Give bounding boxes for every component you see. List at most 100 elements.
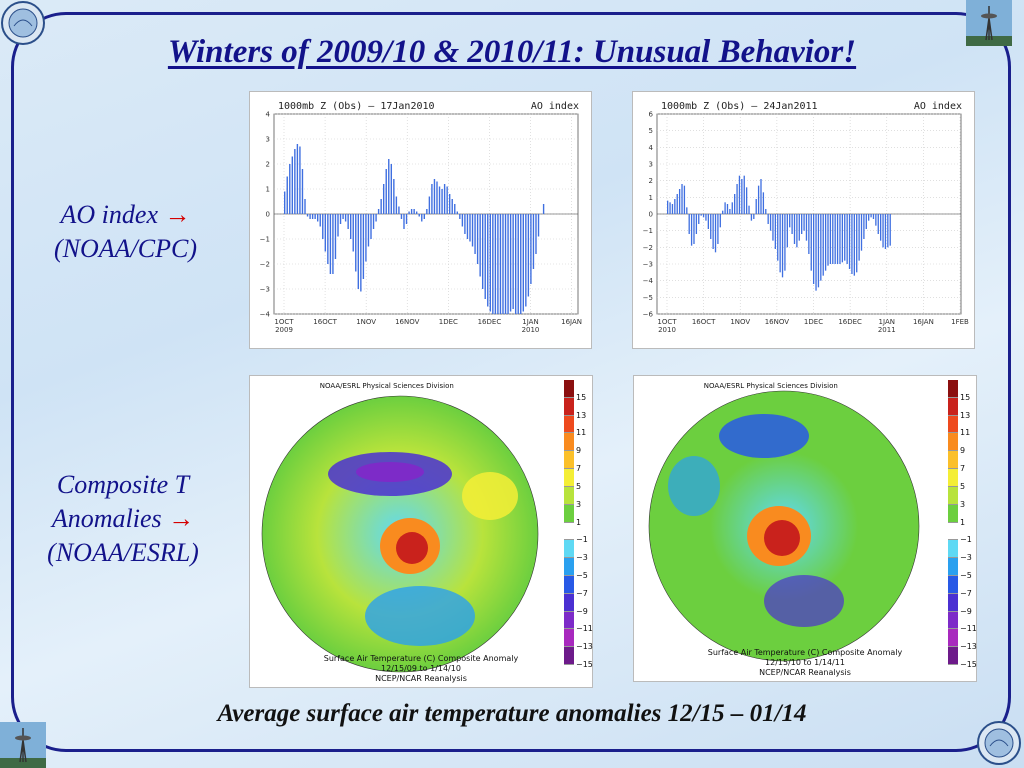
ao-bar: [306, 214, 309, 217]
ao-bar: [459, 214, 461, 219]
ao-bar: [760, 179, 762, 214]
ct-label-line2: Anomalies: [51, 503, 162, 533]
x-year-label: 2011: [878, 326, 896, 334]
temperature-anomaly-map: [261, 395, 539, 673]
ao-bar: [772, 214, 774, 241]
ct-label-source: (NOAA/ESRL): [47, 537, 199, 567]
ao-bar: [808, 214, 810, 254]
ao-bar: [870, 214, 872, 218]
ao-bar: [337, 214, 339, 237]
colorbar-swatch: [564, 415, 574, 434]
ao-bar: [355, 214, 357, 272]
map-caption-source: NCEP/NCAR Reanalysis: [759, 668, 851, 677]
x-tick-label: 16DEC: [478, 318, 502, 326]
ao-bar: [848, 214, 851, 269]
ao-bar: [769, 214, 772, 231]
x-tick-label: 1JAN: [522, 318, 538, 326]
ao-bar: [342, 214, 344, 219]
ao-bar: [388, 159, 390, 214]
ao-bar: [352, 214, 354, 252]
ao-bar: [707, 214, 710, 229]
colorbar-swatch: [564, 451, 574, 470]
ao-bar: [484, 214, 486, 299]
colorbar-label: 15: [576, 392, 587, 402]
colorbar-swatch: [948, 380, 958, 398]
ao-bar: [301, 169, 304, 214]
colorbar-swatch: [948, 558, 958, 576]
colorbar-swatch: [948, 522, 958, 541]
ao-bar: [481, 214, 484, 289]
space-needle-icon: [966, 0, 1012, 46]
colorbar-label: −13: [576, 642, 593, 652]
ao-chart-title: 1000mb Z (Obs) – 17Jan2010 AO index: [278, 101, 579, 112]
ao-bar: [879, 214, 882, 241]
colorbar-label: −11: [960, 624, 977, 634]
ao-bar: [839, 214, 841, 264]
colorbar-label: 5: [576, 481, 582, 491]
ao-bar: [793, 214, 796, 244]
ao-bar: [700, 214, 702, 216]
ao-bar: [695, 214, 698, 234]
ao-bar: [812, 214, 815, 284]
y-tick-label: 2: [649, 177, 653, 185]
ao-bar: [436, 181, 438, 214]
ao-bar: [327, 214, 329, 264]
colorbar-label: −11: [576, 624, 593, 634]
colorbar-swatch: [948, 593, 958, 612]
ao-bar: [385, 169, 387, 214]
ao-bar: [413, 209, 415, 214]
x-tick-label: 16NOV: [765, 318, 790, 326]
y-tick-label: 3: [266, 136, 270, 144]
ao-chart-title-left: 1000mb Z (Obs) – 17Jan2010: [278, 101, 435, 112]
ao-bar: [834, 214, 836, 264]
map-caption-dates: 12/15/09 to 1/14/10: [381, 664, 461, 673]
y-tick-label: 4: [266, 111, 271, 119]
colorbar-swatch: [564, 469, 574, 487]
map-caption-line1: Surface Air Temperature (C) Composite An…: [707, 648, 903, 657]
ao-bar: [489, 214, 491, 312]
ao-bar: [520, 214, 522, 314]
ao-bar: [433, 179, 436, 214]
ao-bar: [777, 214, 779, 261]
ao-chart-title-left: 1000mb Z (Obs) – 24Jan2011: [661, 101, 818, 112]
ao-label-source: (NOAA/CPC): [54, 233, 197, 263]
ao-bar: [332, 214, 334, 274]
ao-bar: [469, 214, 471, 242]
arrow-icon: →: [168, 503, 195, 533]
colorbar-swatch: [948, 647, 958, 665]
ao-bar: [415, 211, 418, 214]
ao-bar: [829, 214, 832, 264]
x-tick-label: 16JAN: [913, 318, 934, 326]
ao-bar: [471, 214, 474, 247]
colorbar-swatch: [564, 593, 574, 612]
ao-bar: [693, 214, 695, 244]
x-tick-label: 1DEC: [439, 318, 458, 326]
ao-bar: [836, 214, 839, 264]
colorbar-swatch: [564, 486, 574, 505]
ao-bar: [676, 194, 678, 214]
slide-frame: [11, 12, 1011, 752]
colorbar-label: −5: [960, 570, 972, 580]
ao-bar: [741, 179, 743, 214]
temperature-map-2010-11: NOAA/ESRL Physical Sciences Division Sur…: [633, 375, 977, 682]
ao-bar: [377, 209, 380, 214]
temperature-anomaly-map: [648, 390, 920, 662]
colorbar-label: −1: [576, 535, 588, 545]
ao-bar: [841, 214, 844, 263]
ao-bar: [525, 214, 527, 307]
ao-bar: [380, 199, 382, 214]
ao-bar: [403, 214, 405, 229]
ao-bar: [474, 214, 476, 254]
ao-bar: [395, 196, 398, 214]
ao-bar: [884, 214, 887, 249]
ao-bar: [731, 202, 733, 214]
ao-bar: [781, 214, 784, 278]
ao-bar: [382, 184, 385, 214]
colorbar-label: −7: [576, 588, 588, 598]
y-tick-label: 0: [649, 211, 653, 219]
ao-bar: [863, 214, 865, 239]
ao-chart-2010: 1000mb Z (Obs) – 17Jan2010 AO index 4 3 2 1…: [249, 91, 592, 349]
ao-bar: [418, 214, 420, 217]
ao-bar: [446, 186, 448, 214]
x-tick-label: 1OCT: [274, 318, 294, 326]
